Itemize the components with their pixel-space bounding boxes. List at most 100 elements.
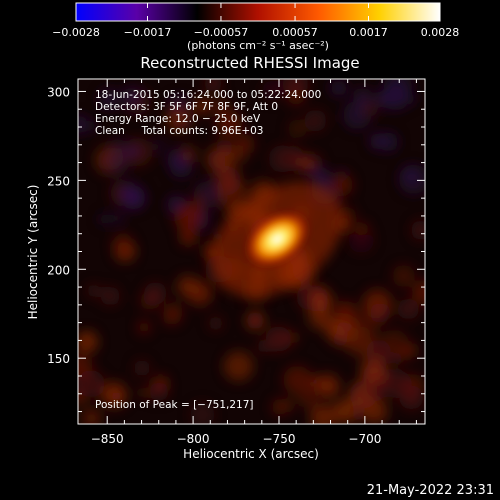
annotation-energy-range: Energy Range: 12.0 − 25.0 keV [95, 113, 261, 125]
emission-blob [85, 120, 97, 132]
emission-blob [283, 365, 312, 395]
emission-blob [143, 285, 165, 308]
timestamp: 21-May-2022 23:31 [367, 483, 494, 498]
emission-blob [180, 145, 198, 163]
x-axis-label: Heliocentric X (arcsec) [183, 447, 319, 461]
emission-blob [262, 80, 283, 102]
emission-blob [78, 115, 88, 134]
emission-blob [86, 283, 101, 298]
emission-blob [328, 316, 357, 345]
emission-blob [287, 119, 307, 139]
colorbar-tick-label: −0.0028 [52, 26, 100, 39]
emission-blob [333, 398, 358, 423]
emission-blob [398, 298, 419, 320]
emission-blob [213, 98, 229, 115]
emission-blob [153, 141, 164, 152]
source-core [242, 208, 313, 270]
emission-blob [226, 144, 247, 165]
emission-blob [215, 110, 243, 138]
emission-blob [177, 275, 199, 297]
emission-blob [316, 374, 340, 398]
emission-blob [348, 227, 375, 254]
emission-blob [304, 109, 327, 132]
axis-ticks: −850 −800 −750 −700 150 200 250 300 [47, 79, 425, 446]
chart-title: Reconstructed RHESSI Image [140, 54, 359, 72]
emission-blob [127, 144, 141, 158]
emission-blob [297, 155, 313, 171]
emission-blob [246, 311, 265, 330]
emission-blob [355, 221, 370, 237]
x-tick-label: −700 [348, 432, 381, 446]
emission-blob [378, 132, 399, 152]
emission-blob [208, 315, 224, 331]
emission-blob [361, 398, 388, 424]
colorbar-tick-label: 0.00057 [272, 26, 318, 39]
emission-blob [98, 89, 120, 110]
y-tick-label: 150 [47, 352, 70, 366]
emission-blob [298, 387, 319, 408]
emission-blob [133, 359, 151, 377]
emission-blob [353, 87, 373, 107]
y-tick-label: 250 [47, 174, 70, 188]
y-axis-label: Heliocentric Y (arcsec) [26, 185, 40, 320]
x-tick-label: −800 [177, 432, 210, 446]
emission-blob [163, 302, 184, 322]
x-tick-label: −750 [263, 432, 296, 446]
emission-blob [268, 144, 297, 173]
x-tick-label: −850 [91, 432, 124, 446]
emission-blob [379, 329, 409, 359]
emission-blob [180, 229, 197, 246]
plot-area: −850 −800 −750 −700 150 200 250 300 [47, 78, 426, 446]
colorbar-units-label: (photons cm⁻² s⁻¹ asec⁻²) [187, 39, 329, 52]
emission-blob [265, 326, 292, 352]
emission-blob [98, 212, 112, 226]
emission-blob [286, 331, 298, 344]
emission-blob [206, 146, 234, 174]
emission-blob [360, 355, 388, 383]
emission-blob [193, 97, 211, 115]
emission-blob [190, 402, 215, 424]
emission-blob [383, 85, 409, 111]
emission-blob [174, 203, 203, 232]
emission-blob [78, 330, 98, 353]
emission-blob [412, 280, 425, 305]
emission-blob [309, 403, 337, 424]
emission-blob [362, 376, 388, 402]
emission-blob [411, 220, 425, 240]
annotation-block: 18-Jun-2015 05:16:24.000 to 05:22:24.000… [95, 89, 321, 137]
emission-blob [330, 173, 353, 197]
emission-blob [403, 374, 425, 396]
source-layer [211, 181, 344, 297]
annotation-detectors: Detectors: 3F 5F 6F 7F 8F 9F, Att 0 [95, 101, 278, 113]
emission-blob [121, 185, 146, 210]
emission-blob [112, 234, 133, 255]
emission-blob [217, 179, 249, 212]
y-tick-label: 300 [47, 85, 70, 99]
emission-blob [311, 167, 331, 187]
emission-blob [121, 87, 142, 108]
emission-blob [100, 286, 121, 306]
emission-blob [165, 105, 192, 132]
emission-blob [256, 340, 271, 354]
annotation-clean-counts: Clean Total counts: 9.96E+03 [95, 125, 264, 137]
colorbar: −0.0028 −0.0017 −0.00057 0.00057 0.0017 0.002… [52, 2, 459, 52]
emission-blob [330, 80, 347, 96]
emission-blob [193, 190, 208, 205]
emission-blob [139, 387, 151, 399]
emission-blob [392, 264, 415, 288]
image-layer [78, 79, 425, 424]
emission-blob [288, 89, 304, 106]
colorbar-bar [75, 2, 441, 22]
peak-position-label: Position of Peak = [−751,217] [95, 399, 254, 411]
colorbar-tick-label: −0.00057 [194, 26, 249, 39]
emission-blob [137, 320, 151, 334]
emission-blob [105, 150, 129, 174]
annotation-time-range: 18-Jun-2015 05:16:24.000 to 05:22:24.000 [95, 89, 321, 101]
emission-blob [271, 399, 288, 416]
emission-blob [113, 213, 124, 224]
emission-blob [398, 164, 425, 195]
emission-blob [307, 305, 332, 330]
emission-blob [153, 375, 169, 391]
emission-blob [223, 351, 254, 382]
